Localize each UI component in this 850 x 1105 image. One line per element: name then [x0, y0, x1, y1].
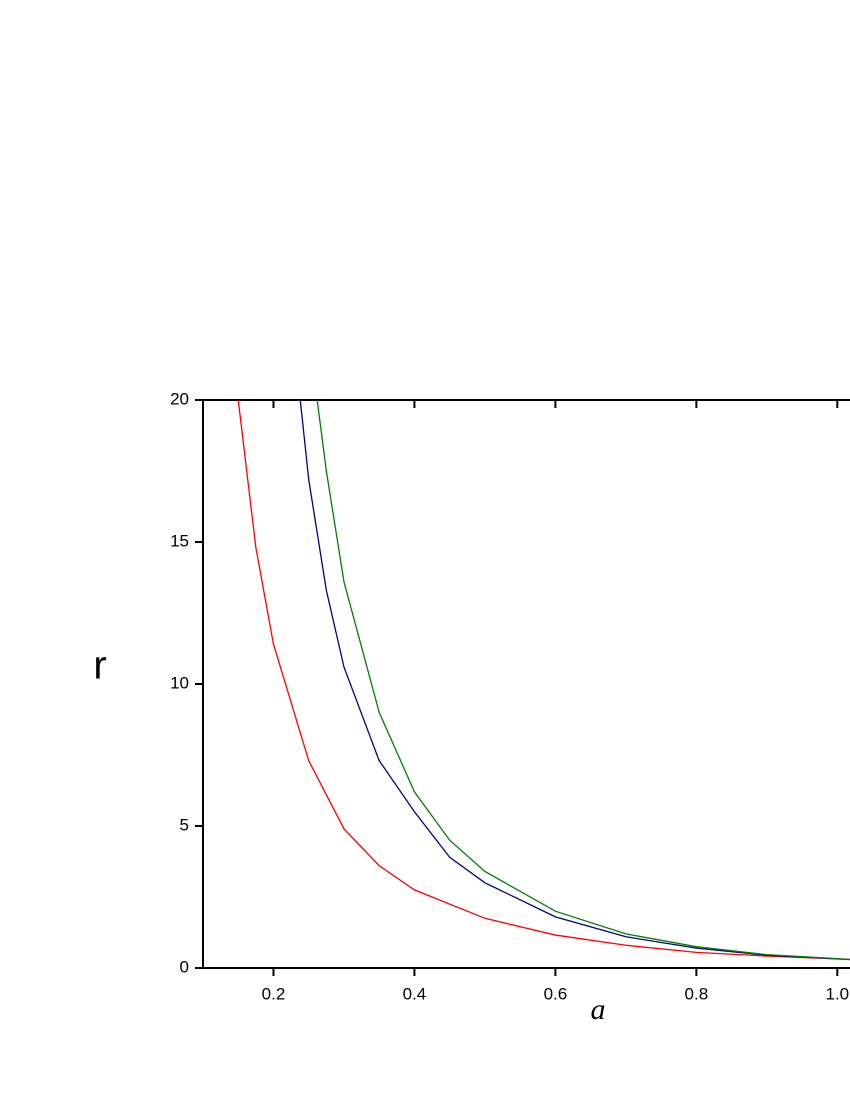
x-tick-label: 0.4 — [403, 984, 427, 1003]
y-tick-label: 5 — [180, 815, 189, 834]
x-axis-label: a — [591, 993, 606, 1026]
series-line — [299, 399, 850, 961]
series-line — [237, 399, 850, 961]
y-tick-label: 15 — [170, 531, 189, 550]
y-tick-label: 10 — [170, 673, 189, 692]
y-axis-label: r — [93, 644, 106, 688]
x-tick-label: 0.8 — [685, 984, 709, 1003]
y-tick-label: 0 — [180, 957, 189, 976]
x-tick-label: 0.6 — [544, 984, 568, 1003]
x-tick-label: 1.0 — [825, 984, 849, 1003]
x-tick-label: 0.2 — [262, 984, 286, 1003]
y-tick-label: 20 — [170, 389, 189, 408]
series-line — [316, 399, 850, 961]
